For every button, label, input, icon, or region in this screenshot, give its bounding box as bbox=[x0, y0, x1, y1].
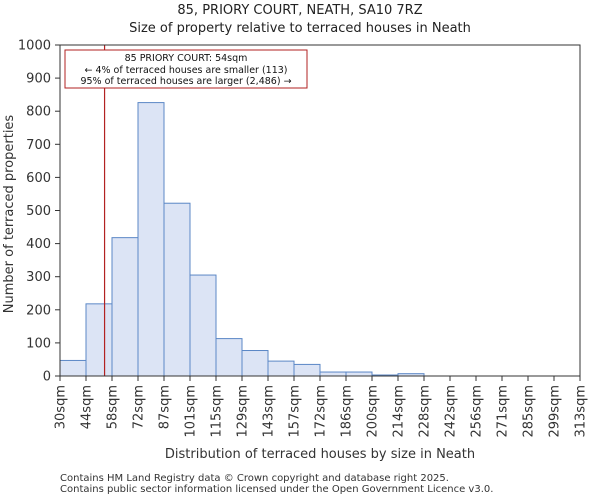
y-axis-label: Number of terraced properties bbox=[2, 115, 17, 314]
annotation-line: 85 PRIORY COURT: 54sqm bbox=[125, 53, 248, 64]
y-tick-label: 600 bbox=[26, 171, 51, 186]
histogram-bar bbox=[111, 237, 139, 377]
chart-subtitle: Size of property relative to terraced ho… bbox=[129, 21, 471, 36]
y-tick-label: 100 bbox=[26, 336, 51, 351]
y-tick-label: 900 bbox=[26, 72, 51, 87]
histogram-bar bbox=[241, 350, 269, 377]
x-tick-label: 256sqm bbox=[470, 385, 485, 438]
x-tick-label: 200sqm bbox=[366, 385, 381, 438]
y-tick-label: 1000 bbox=[18, 39, 51, 54]
x-tick-label: 285sqm bbox=[522, 385, 537, 438]
x-tick-label: 313sqm bbox=[574, 385, 589, 438]
chart-title: 85, PRIORY COURT, NEATH, SA10 7RZ bbox=[177, 3, 423, 18]
x-tick-label: 157sqm bbox=[288, 385, 303, 438]
annotation-line: 95% of terraced houses are larger (2,486… bbox=[80, 76, 291, 87]
histogram-bar bbox=[267, 360, 295, 377]
x-tick-label: 172sqm bbox=[314, 385, 329, 438]
x-tick-label: 129sqm bbox=[236, 385, 251, 438]
histogram-bar bbox=[319, 371, 347, 377]
y-tick-label: 0 bbox=[43, 370, 51, 385]
x-tick-label: 58sqm bbox=[106, 385, 121, 429]
x-tick-label: 271sqm bbox=[496, 385, 511, 438]
histogram-bar bbox=[189, 274, 217, 377]
histogram-bar bbox=[163, 202, 191, 377]
y-tick-label: 800 bbox=[26, 105, 51, 120]
histogram-bar bbox=[137, 102, 165, 377]
annotation-box bbox=[64, 49, 308, 89]
x-tick-label: 228sqm bbox=[418, 385, 433, 438]
x-tick-label: 143sqm bbox=[262, 385, 277, 438]
y-tick-label: 500 bbox=[26, 204, 51, 219]
x-tick-label: 242sqm bbox=[444, 385, 459, 438]
x-tick-label: 299sqm bbox=[548, 385, 563, 438]
histogram-bar bbox=[215, 338, 243, 377]
annotation-line: ← 4% of terraced houses are smaller (113… bbox=[84, 65, 287, 76]
histogram-bar bbox=[59, 359, 87, 377]
y-tick-label: 300 bbox=[26, 270, 51, 285]
footer-licence: Contains public sector information licen… bbox=[60, 484, 494, 495]
x-tick-label: 30sqm bbox=[54, 385, 69, 429]
x-tick-label: 214sqm bbox=[392, 385, 407, 438]
histogram-bar bbox=[85, 303, 113, 377]
x-tick-label: 186sqm bbox=[340, 385, 355, 438]
x-tick-label: 44sqm bbox=[80, 385, 95, 429]
plot-area-frame bbox=[59, 44, 581, 377]
histogram-bar bbox=[345, 371, 373, 377]
histogram-bar bbox=[293, 363, 321, 377]
x-tick-label: 115sqm bbox=[210, 385, 225, 438]
x-axis-label: Distribution of terraced houses by size … bbox=[165, 447, 475, 462]
x-tick-label: 72sqm bbox=[132, 385, 147, 429]
x-tick-label: 101sqm bbox=[184, 385, 199, 438]
footer-copyright: Contains HM Land Registry data © Crown c… bbox=[60, 473, 449, 484]
y-tick-label: 400 bbox=[26, 237, 51, 252]
y-tick-label: 700 bbox=[26, 138, 51, 153]
x-tick-label: 87sqm bbox=[158, 385, 173, 429]
y-tick-label: 200 bbox=[26, 303, 51, 318]
